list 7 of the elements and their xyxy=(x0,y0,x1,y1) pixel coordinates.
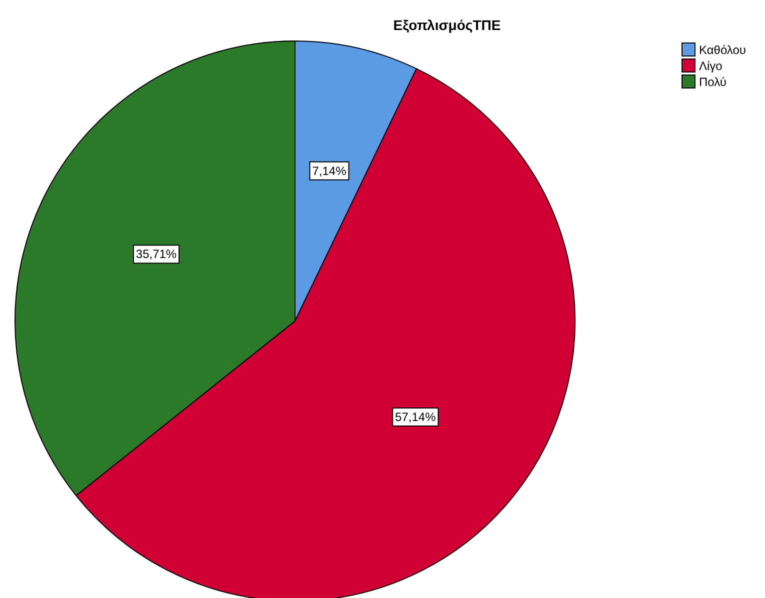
legend-label: Καθόλου xyxy=(699,43,746,57)
data-label: 7,14% xyxy=(312,164,347,178)
data-label: 57,14% xyxy=(395,410,436,424)
chart-title: ΕξοπλισμόςΤΠΕ xyxy=(393,17,501,33)
data-label: 35,71% xyxy=(136,247,177,262)
legend-label: Πολύ xyxy=(699,75,726,89)
legend-label: Λίγο xyxy=(699,59,723,73)
